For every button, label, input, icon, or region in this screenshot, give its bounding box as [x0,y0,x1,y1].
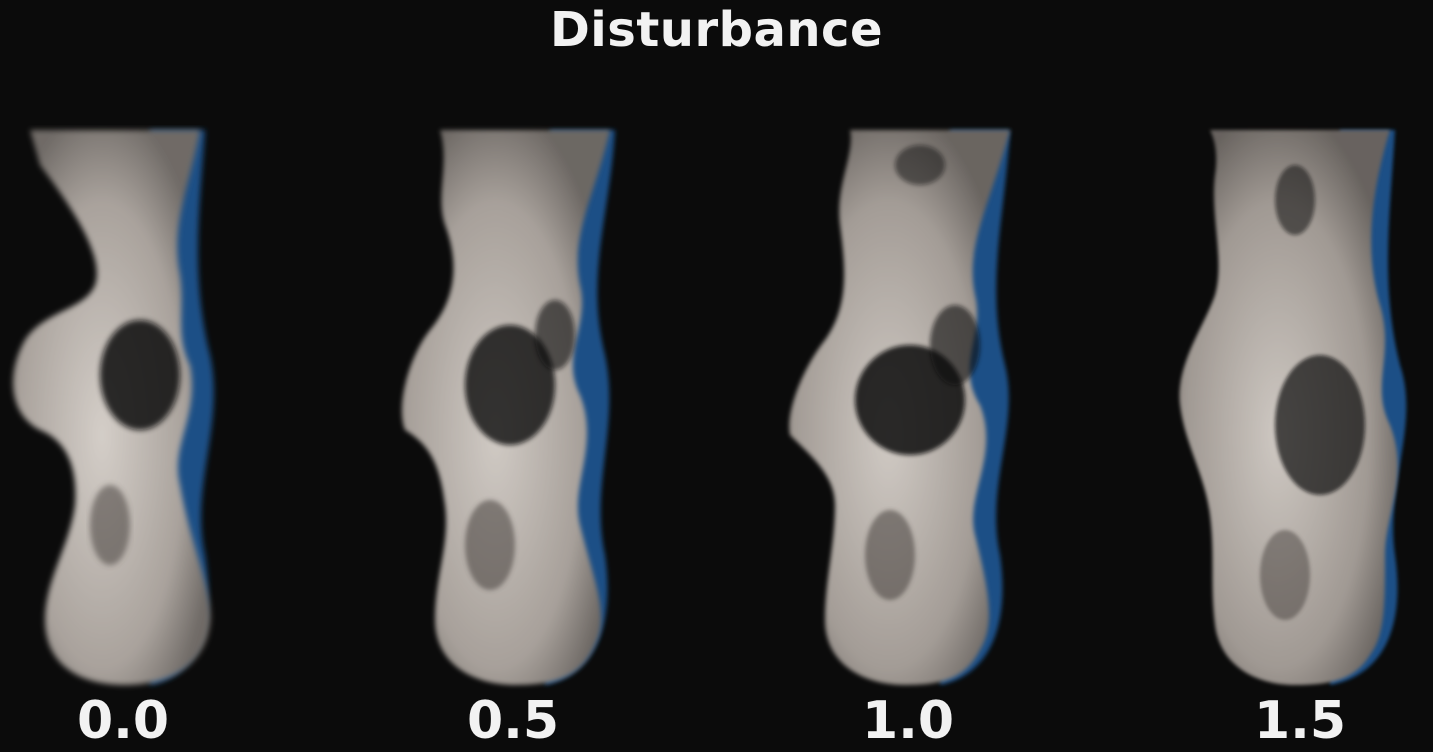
smoke-panel-1 [390,125,650,695]
disturbance-value-label: 1.5 [1253,691,1347,751]
smoke-panel-3 [1170,125,1430,695]
page-title: Disturbance [549,2,884,58]
smoke-plume-image-2 [789,130,1010,685]
disturbance-value-label: 0.5 [466,691,560,751]
smoke-plume-image-3 [1179,130,1407,685]
smoke-panel-0 [0,125,260,695]
smoke-plume-image-1 [401,130,615,685]
smoke-plume-image-0 [12,130,214,685]
disturbance-value-label: 1.0 [861,691,955,751]
smoke-panel-2 [780,125,1040,695]
disturbance-value-label: 0.0 [76,691,170,751]
